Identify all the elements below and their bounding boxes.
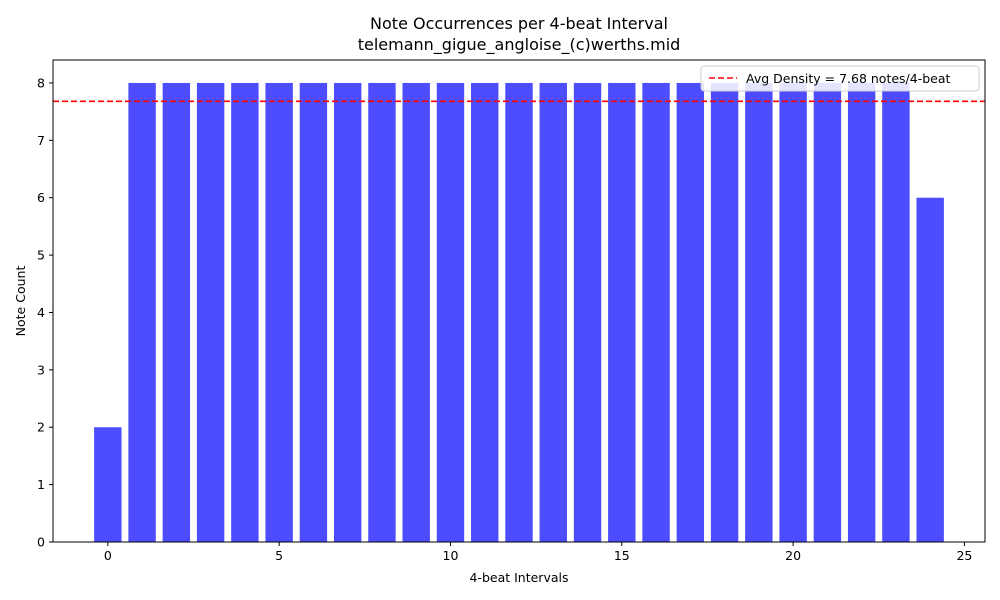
x-tick-label: 20 (785, 548, 801, 563)
chart-title: Note Occurrences per 4-beat Interval (370, 14, 668, 33)
bar-8 (368, 82, 396, 542)
bar-1 (128, 82, 156, 542)
y-tick-label: 0 (37, 535, 45, 550)
bar-0 (94, 427, 122, 542)
y-tick-label: 5 (37, 248, 45, 263)
y-tick-label: 3 (37, 362, 45, 377)
bar-23 (882, 82, 910, 542)
y-tick-label: 7 (37, 133, 45, 148)
bar-5 (265, 82, 293, 542)
y-axis-ticks: 0 1 2 3 4 5 6 7 8 (37, 75, 53, 550)
bar-18 (710, 82, 739, 542)
bar-11 (471, 82, 499, 542)
legend-label: Avg Density = 7.68 notes/4-beat (746, 71, 951, 86)
x-tick-label: 25 (956, 548, 972, 563)
bar-10 (436, 82, 465, 542)
x-tick-label: 10 (443, 548, 459, 563)
bar-21 (813, 82, 842, 542)
bar-24 (916, 197, 944, 542)
y-tick-label: 2 (37, 420, 45, 435)
bars-group (94, 82, 944, 542)
bar-20 (779, 82, 807, 542)
plot-frame (52, 59, 986, 543)
x-axis-ticks: 0 5 10 15 20 25 (104, 542, 972, 563)
bar-14 (573, 82, 602, 542)
y-axis-label: Note Count (13, 266, 28, 337)
bar-19 (745, 82, 773, 542)
bar-2 (162, 82, 191, 542)
x-tick-label: 5 (275, 548, 283, 563)
chart-subtitle: telemann_gigue_angloise_(c)werths.mid (358, 35, 681, 55)
bar-15 (608, 82, 636, 542)
bar-3 (196, 82, 225, 542)
legend-box (700, 65, 980, 92)
x-tick-label: 15 (614, 548, 630, 563)
y-tick-label: 1 (37, 477, 45, 492)
x-tick-label: 0 (104, 548, 112, 563)
legend: Avg Density = 7.68 notes/4-beat (700, 65, 980, 92)
bar-22 (847, 82, 876, 542)
bar-17 (676, 82, 705, 542)
bar-7 (333, 82, 362, 542)
bar-12 (505, 82, 533, 542)
bar-13 (539, 82, 567, 542)
bar-4 (231, 82, 259, 542)
bar-6 (299, 82, 328, 542)
bar-9 (402, 82, 430, 542)
bar-16 (642, 82, 670, 542)
y-tick-label: 4 (37, 305, 45, 320)
x-axis-label: 4-beat Intervals (469, 570, 568, 585)
y-tick-label: 6 (37, 190, 45, 205)
y-tick-label: 8 (37, 75, 45, 90)
